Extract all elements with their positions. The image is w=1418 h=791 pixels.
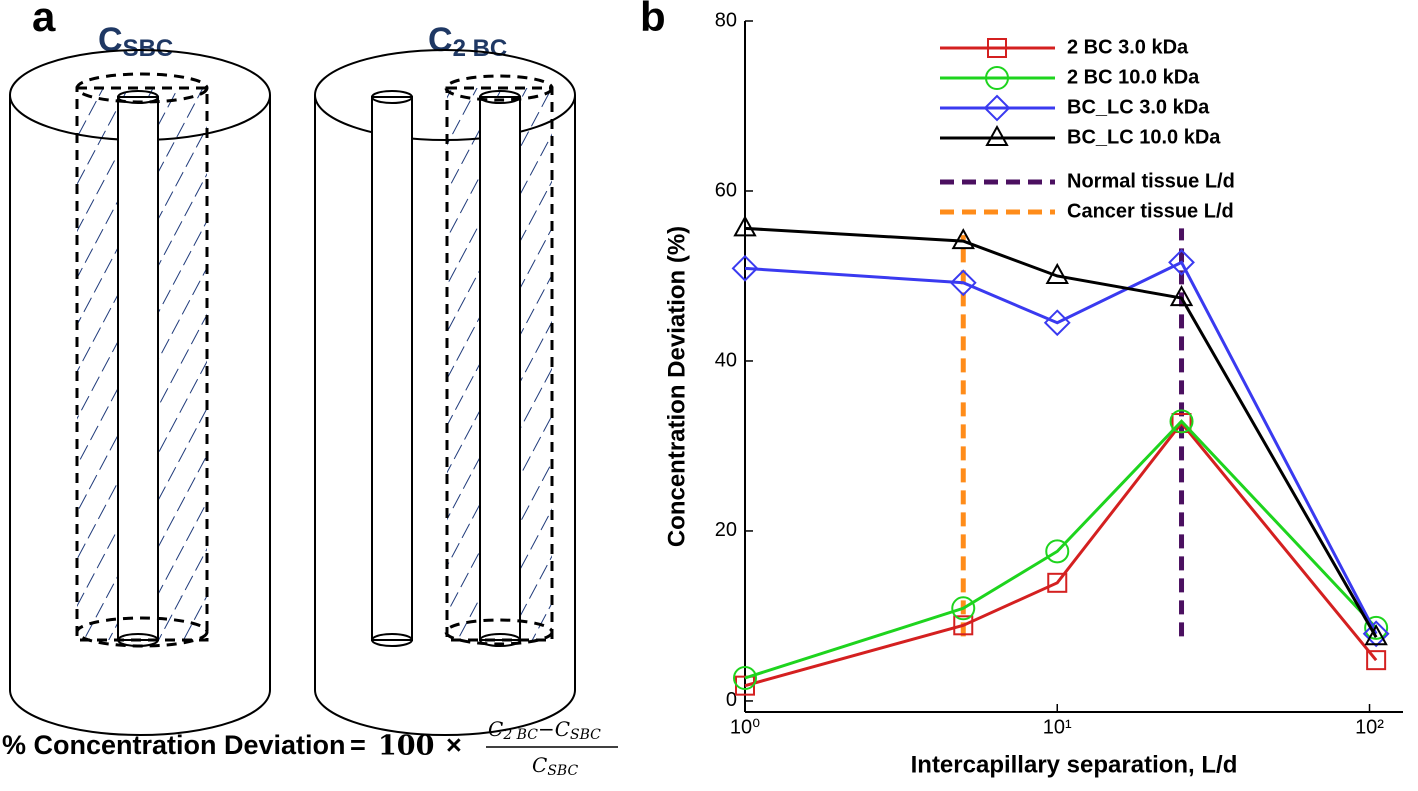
panel-a: a CSBC C2 BC [2,0,618,779]
legend-marker [985,124,1009,146]
marker [951,228,975,250]
legend-label: Normal tissue L/d [1067,170,1235,192]
panel-label: a [32,0,56,40]
legend-label: 2 BC 10.0 kDa [1067,66,1200,88]
cylinder-2bc [314,49,576,736]
marker [1169,285,1194,307]
formula-lhs: % Concentration Deviation [2,730,346,760]
marker [953,615,974,636]
cylinder-title: CSBC [98,21,173,62]
marker [731,254,759,282]
marker [949,269,977,297]
y-tick-label: 40 [715,349,737,371]
formula-denominator: CSBC [532,753,578,780]
panel-label: b [640,0,666,40]
legend-label: 2 BC 3.0 kDa [1067,36,1189,58]
y-tick-label: 0 [726,689,737,711]
marker [1364,624,1388,646]
marker [1047,572,1068,593]
formula-factor: 100 [378,731,434,762]
y-tick-label: 60 [715,179,737,201]
marker [1169,409,1194,434]
legend-label: BC_LC 10.0 kDa [1067,126,1221,148]
marker [1366,650,1387,671]
series-line [744,260,1378,635]
marker [1364,615,1389,640]
marker [1045,262,1069,284]
legend-marker [983,94,1011,122]
marker [951,596,976,621]
x-axis-title: Intercapillary separation, L/d [911,751,1238,778]
x-tick-label: 10⁰ [730,716,760,738]
y-tick-label: 20 [715,519,737,541]
series-line [744,226,1378,638]
marker [1362,620,1390,648]
marker [733,215,757,237]
panel-b: b 0 20 40 60 80 10⁰ 10¹ 10² Intercapillary separ… [640,0,1403,778]
marker [1168,248,1195,276]
series-line [744,419,1378,680]
y-tick-label: 80 [715,9,737,31]
formula-numerator: C2 BC−CSBC [488,717,601,744]
y-axis-title: Concentration Deviation (%) [663,226,690,547]
marker [733,666,757,691]
formula-equals: = [350,730,366,760]
legend-marker [985,66,1009,90]
legend-label: Cancer tissue L/d [1067,200,1234,222]
marker [1045,539,1070,564]
cylinder-sbc [9,49,271,736]
x-tick-label: 10¹ [1043,716,1072,738]
cylinder-title: C2 BC [428,21,507,62]
x-tick-label: 10² [1355,716,1384,738]
marker [1043,309,1071,337]
legend-label: BC_LC 3.0 kDa [1067,96,1210,118]
series-line [744,420,1378,688]
legend-marker [987,38,1007,58]
formula-times: × [446,730,462,760]
